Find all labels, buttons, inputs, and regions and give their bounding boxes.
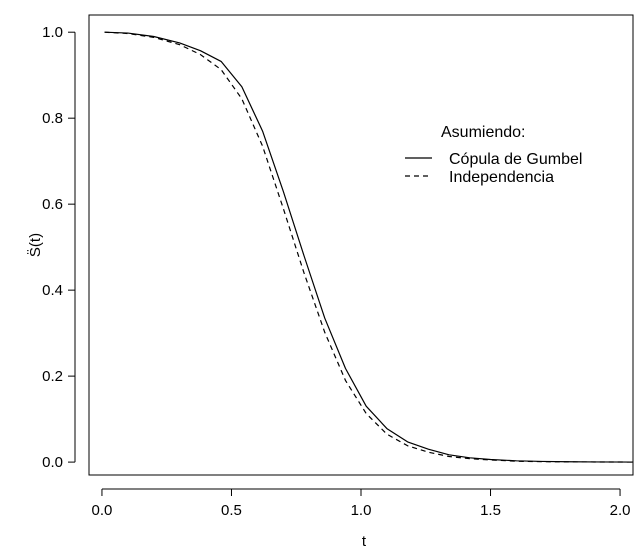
series-layer	[104, 31, 634, 463]
x-tick-label: 0.0	[92, 502, 113, 519]
legend-title: Asumiendo:	[441, 124, 526, 141]
y-tick-label: 0.8	[42, 110, 63, 127]
x-axis: 0.0 0.5 1.0 1.5 2.0	[92, 488, 631, 519]
y-tick-label: 1.0	[42, 24, 63, 41]
x-tick-label: 1.5	[480, 502, 501, 519]
y-tick-label: 0.0	[42, 454, 63, 471]
legend-label-independencia: Independencia	[449, 169, 554, 186]
y-axis: 0.0 0.2 0.4 0.6 0.8 1.0	[42, 24, 76, 471]
y-tick-label: 0.2	[42, 368, 63, 385]
legend-label-gumbel: Cópula de Gumbel	[449, 151, 582, 168]
series-line-independencia	[104, 31, 634, 463]
x-tick-label: 1.0	[351, 502, 372, 519]
y-tick-label: 0.6	[42, 196, 63, 213]
y-axis-label: S̈(t)	[27, 233, 44, 257]
x-tick-label: 0.5	[221, 502, 242, 519]
x-axis-label: t	[362, 533, 367, 550]
x-tick-label: 2.0	[610, 502, 631, 519]
y-tick-label: 0.4	[42, 282, 63, 299]
series-line-gumbel	[104, 31, 634, 463]
plot-box	[88, 14, 634, 476]
legend: Asumiendo: Cópula de Gumbel Independenci…	[405, 124, 582, 186]
